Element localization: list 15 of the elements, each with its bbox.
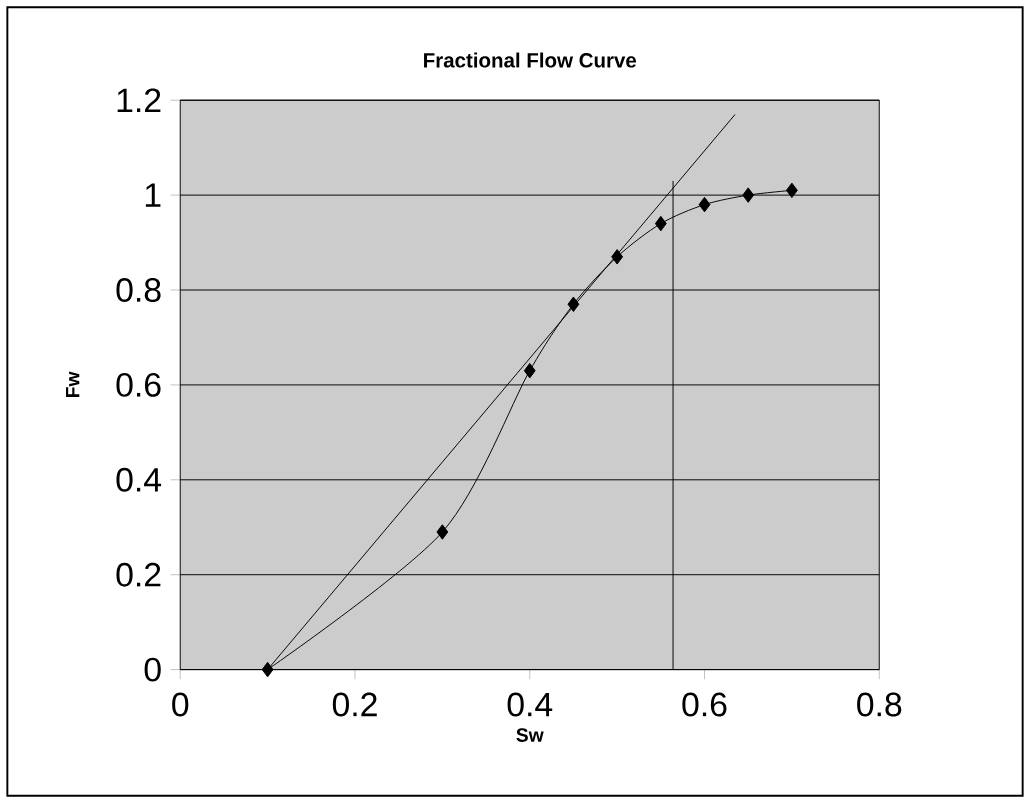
chart-title: Fractional Flow Curve [424, 52, 637, 68]
x-axis-title: Sw [516, 728, 544, 742]
y-axis-title: Fw [66, 371, 80, 397]
y-tick-label: 0.8 [116, 277, 161, 302]
y-tick-label: 0.6 [116, 372, 161, 397]
y-tick-label: 1 [145, 183, 161, 207]
y-tick-label: 0 [144, 657, 161, 682]
x-tick-label: 0.4 [507, 692, 553, 717]
y-tick-label: 0.4 [116, 467, 162, 492]
x-tick-label: 0.8 [857, 692, 902, 717]
x-tick-label: 0.2 [332, 692, 377, 717]
y-tick-label: 0.2 [116, 562, 161, 587]
y-tick-label: 1.2 [117, 88, 161, 112]
x-tick-label: 0 [172, 692, 189, 717]
x-tick-label: 0.6 [682, 692, 727, 717]
